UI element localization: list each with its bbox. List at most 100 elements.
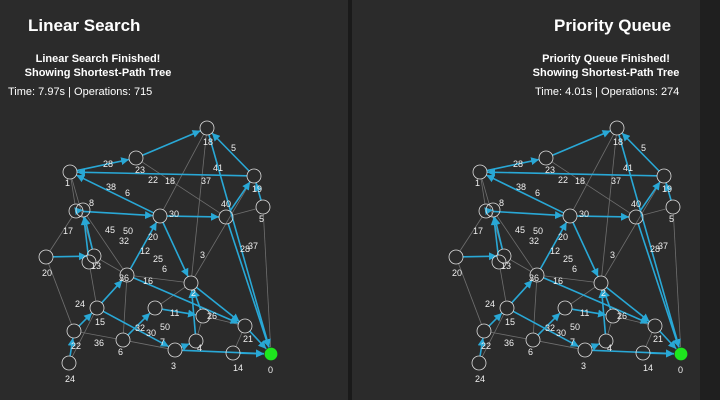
node-label: 0 (678, 365, 683, 375)
node-label: 5 (259, 214, 264, 224)
graph-edge (141, 161, 221, 214)
graph-edge (642, 208, 667, 216)
graph-edge (80, 331, 117, 340)
edge-weight-label: 16 (143, 276, 153, 286)
shortest-path-edge (512, 310, 580, 348)
shortest-path-edge (133, 277, 239, 324)
graph-edge (480, 178, 486, 205)
edge-weight-label: 28 (240, 244, 250, 254)
graph-edge (551, 161, 631, 214)
edge-weight-label: 24 (485, 299, 495, 309)
node-label: 19 (662, 184, 672, 194)
shortest-path-edge (618, 134, 681, 348)
metrics-readout: Time: 7.97s | Operations: 715 (8, 86, 153, 98)
graph-edge (235, 332, 243, 347)
graph-node (529, 267, 545, 283)
graph-edge (194, 181, 251, 278)
shortest-path-edge (142, 129, 201, 157)
shortest-path-edge (76, 157, 130, 172)
graph-edge (645, 332, 653, 347)
edge-weight-label: 3 (200, 250, 205, 260)
graph-node (38, 249, 54, 265)
edge-weight-label: 26 (617, 311, 627, 321)
shortest-path-edge (76, 168, 248, 177)
edge-weight-label: 50 (160, 322, 170, 332)
graph-edge (48, 263, 72, 325)
shortest-path-edge (188, 289, 197, 335)
node-label: 6 (528, 347, 533, 357)
graph-edge (672, 213, 682, 348)
source-node (674, 347, 688, 361)
edge-weight-label: 15 (95, 317, 105, 327)
edge-weight-label: 37 (201, 176, 211, 186)
node-label: 6 (118, 347, 123, 357)
graph-node (81, 254, 97, 270)
node-label: 22 (481, 341, 491, 351)
node-label: 5 (669, 214, 674, 224)
shortest-path-edge (485, 174, 565, 214)
graph-node (62, 164, 78, 180)
edge-weight-label: 17 (473, 226, 483, 236)
edge-weight-label: 41 (623, 163, 633, 173)
shortest-path-edge (166, 212, 220, 221)
graph-edge (539, 340, 579, 350)
graph-node (199, 120, 215, 136)
edge-weight-label: 36 (529, 273, 539, 283)
shortest-path-edge (571, 308, 607, 318)
shortest-path-edge (129, 221, 158, 270)
graph-node (598, 333, 614, 349)
graph-edge (129, 340, 169, 350)
graph-node (525, 332, 541, 348)
graph-node (225, 345, 241, 361)
graph-node (635, 345, 651, 361)
edge-weight-label: 50 (533, 226, 543, 236)
edge-weight-label: 7 (570, 337, 575, 347)
node-label: 21 (243, 334, 253, 344)
shortest-path-edge (78, 312, 93, 327)
graph-edge (601, 134, 617, 277)
edge-weight-label: 6 (162, 264, 167, 274)
graph-node (183, 275, 199, 291)
shortest-path-edge (161, 308, 197, 318)
graph-node (128, 150, 144, 166)
shortest-path-edge (486, 168, 658, 177)
graph-node (147, 300, 163, 316)
edge-weight-label: 32 (135, 323, 145, 333)
graph-edge (262, 213, 272, 348)
graph-node (476, 323, 492, 339)
edge-weight-label: 24 (75, 299, 85, 309)
graph-edge (499, 268, 507, 302)
edge-weight-label: 37 (611, 176, 621, 186)
shortest-path-edge (605, 286, 651, 323)
shortest-path-edge (75, 174, 155, 214)
edge-weight-label: 4 (607, 343, 612, 353)
shortest-path-edge (127, 312, 151, 336)
shortest-path-edge (552, 129, 611, 157)
shortest-path-edge (572, 222, 599, 277)
shortest-path-edge (239, 349, 265, 358)
graph-node (218, 209, 234, 225)
node-label: 23 (135, 165, 145, 175)
graph-node (656, 168, 672, 184)
node-label: 21 (653, 334, 663, 344)
graph-node (66, 323, 82, 339)
graph-edge (49, 216, 73, 252)
shortest-path-edge (229, 181, 251, 212)
graph-node (628, 209, 644, 225)
graph-node (471, 355, 487, 371)
shortest-path-edge (67, 337, 76, 357)
graph-edge (86, 215, 124, 270)
shortest-path-edge (477, 337, 486, 357)
edge-weight-label: 3 (610, 250, 615, 260)
node-label: 24 (65, 374, 75, 384)
edge-weight-label: 40 (631, 199, 641, 209)
shortest-path-edge (162, 222, 189, 277)
graph-node (562, 208, 578, 224)
graph-edge (123, 281, 127, 334)
node-label: 24 (475, 374, 485, 384)
edge-weight-label: 36 (119, 273, 129, 283)
edge-weight-label: 5 (231, 143, 236, 153)
edge-weight-label: 11 (580, 308, 589, 318)
edge-weight-label: 30 (146, 328, 156, 338)
